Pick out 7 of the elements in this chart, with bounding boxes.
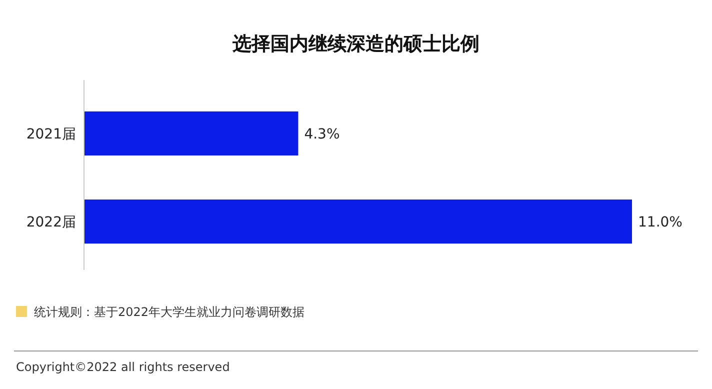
data-label: 4.3% bbox=[304, 126, 340, 142]
y-tick-label: 2022届 bbox=[26, 214, 76, 230]
data-label: 11.0% bbox=[638, 214, 682, 230]
chart-title: 选择国内继续深造的硕士比例 bbox=[232, 33, 480, 55]
text: 统计规则：基于2022年大学生就业力问卷调研数据 bbox=[34, 305, 305, 319]
text: Copyright©2022 all rights reserved bbox=[16, 360, 230, 374]
y-tick-label: 2021届 bbox=[26, 126, 76, 142]
